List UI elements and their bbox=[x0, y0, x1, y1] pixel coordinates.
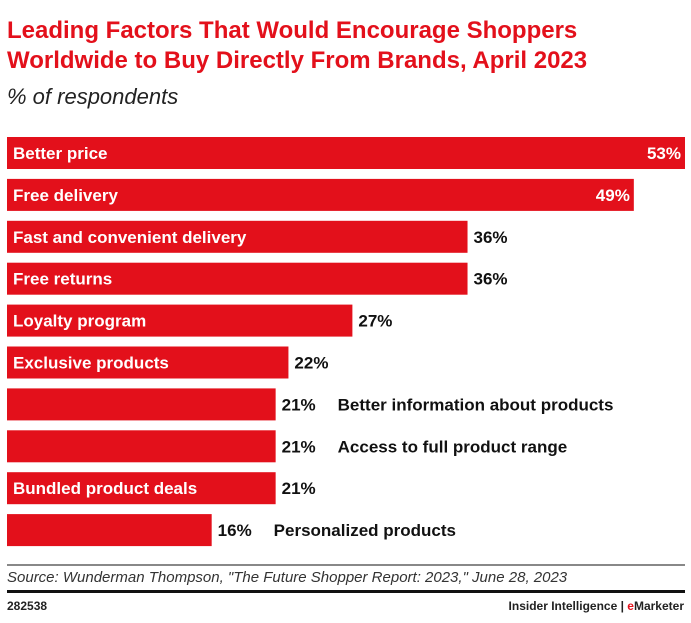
bar bbox=[7, 220, 468, 253]
category-label: Free returns bbox=[13, 270, 112, 289]
data-label: 27% bbox=[358, 312, 392, 331]
category-label: Access to full product range bbox=[338, 437, 568, 456]
bar bbox=[7, 388, 276, 421]
bar bbox=[7, 304, 353, 337]
data-label: 21% bbox=[282, 395, 316, 414]
category-label: Free delivery bbox=[13, 186, 118, 205]
data-label: 36% bbox=[474, 228, 508, 247]
category-label: Fast and convenient delivery bbox=[13, 228, 247, 247]
source-note: Source: Wunderman Thompson, "The Future … bbox=[7, 569, 568, 586]
data-label: 36% bbox=[474, 270, 508, 289]
data-label: 49% bbox=[596, 186, 630, 205]
bar bbox=[7, 430, 276, 463]
chart-subtitle: % of respondents bbox=[7, 84, 179, 109]
category-label: Exclusive products bbox=[13, 354, 169, 373]
category-label: Better price bbox=[13, 144, 107, 163]
category-label: Loyalty program bbox=[13, 312, 146, 331]
category-label: Personalized products bbox=[274, 521, 456, 540]
bar bbox=[7, 178, 634, 211]
data-label: 21% bbox=[282, 479, 316, 498]
bar bbox=[7, 137, 685, 169]
category-label: Bundled product deals bbox=[13, 479, 197, 498]
data-label: 53% bbox=[647, 144, 681, 163]
chart-id: 282538 bbox=[7, 599, 48, 613]
bar bbox=[7, 346, 289, 379]
data-label: 22% bbox=[294, 354, 328, 373]
bar-plot: 53% Better price 49% Free delivery 36% Fast a… bbox=[7, 137, 685, 547]
category-label: Better information about products bbox=[338, 395, 614, 414]
brand-logo: Insider Intelligence | eMarketer bbox=[508, 599, 684, 613]
footer-rule bbox=[7, 590, 685, 593]
chart-title: Leading Factors That Would Encourage Sho… bbox=[7, 17, 588, 74]
bar bbox=[7, 262, 468, 295]
bar bbox=[7, 472, 276, 505]
data-label: 21% bbox=[282, 437, 316, 456]
bar bbox=[7, 514, 212, 547]
divider bbox=[7, 564, 685, 566]
data-label: 16% bbox=[218, 521, 252, 540]
